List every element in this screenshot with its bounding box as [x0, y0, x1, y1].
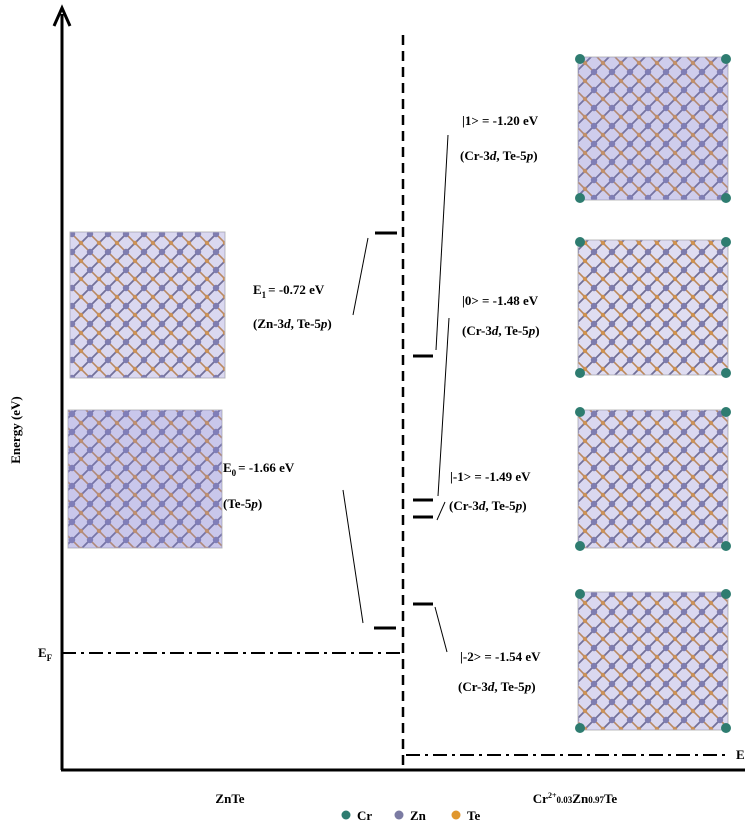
diagram: Energy (eV) EF E E1= -0.72 eV (Zn-3d, Te…	[0, 0, 745, 825]
orbital-label: (Cr-3d, Te-5p)	[460, 148, 538, 163]
text-part: )	[535, 323, 539, 338]
text-part: F	[47, 653, 53, 663]
level-label: |-1> = -1.49 eV	[450, 469, 531, 484]
orbital-label: (Te-5p)	[223, 496, 262, 511]
orbital-label: (Cr-3d, Te-5p)	[462, 323, 540, 338]
fermi-label: E	[736, 747, 745, 762]
level-label: |1> = -1.20 eV	[462, 113, 539, 128]
text-part: )	[258, 496, 262, 511]
text-part: 0.97	[588, 795, 604, 805]
orbital-density	[578, 410, 728, 548]
connector	[343, 490, 363, 623]
axis-label: Energy (eV)	[8, 396, 23, 464]
text-part: (Te-5	[223, 496, 252, 511]
system-label: Cr2+0.03Zn0.97Te	[533, 791, 618, 806]
text-part: )	[533, 148, 537, 163]
legend-swatch	[342, 811, 351, 820]
text-part: 0.03	[557, 795, 573, 805]
level-label: E1= -0.72 eV	[253, 282, 325, 300]
crystals	[68, 54, 731, 733]
text-part: Cr	[533, 791, 548, 806]
text-part: , Te-5	[494, 679, 525, 694]
text-part: 0	[232, 468, 237, 478]
connector	[437, 502, 445, 520]
text-part: = -1.66 eV	[238, 460, 295, 475]
orbital-density	[578, 592, 728, 730]
connector	[435, 607, 447, 652]
connector	[438, 318, 449, 496]
text-part: (Zn-3	[253, 316, 285, 331]
fermi-label: EF	[38, 645, 53, 663]
text-part: Te	[604, 791, 617, 806]
text-part: , Te-5	[496, 148, 527, 163]
orbital-label: (Cr-3d, Te-5p)	[449, 498, 527, 513]
legend: Cr Zn Te	[342, 808, 481, 823]
text-part: E	[253, 282, 262, 297]
text-part: E	[38, 645, 47, 660]
text-part: , Te-5	[498, 323, 529, 338]
text-part: 1	[262, 290, 267, 300]
legend-swatch	[395, 811, 404, 820]
orbital-label: (Zn-3d, Te-5p)	[253, 316, 332, 331]
text-part: E	[223, 460, 232, 475]
orbital-density	[70, 232, 225, 378]
level-label: E0= -1.66 eV	[223, 460, 295, 478]
connector	[436, 135, 448, 350]
connector	[353, 238, 368, 315]
text-part: = -0.72 eV	[268, 282, 325, 297]
legend-label: Cr	[357, 808, 372, 823]
text-part: (Cr-3	[458, 679, 488, 694]
text-part: (Cr-3	[462, 323, 492, 338]
legend-label: Zn	[410, 808, 427, 823]
system-label: ZnTe	[215, 791, 244, 806]
text-part: )	[327, 316, 331, 331]
text-part: )	[522, 498, 526, 513]
legend-label: Te	[467, 808, 480, 823]
text-part: Zn	[572, 791, 589, 806]
level-label: |0> = -1.48 eV	[462, 293, 539, 308]
legend-swatch	[452, 811, 461, 820]
orbital-density	[68, 410, 222, 548]
text-part: , Te-5	[291, 316, 322, 331]
orbital-label: (Cr-3d, Te-5p)	[458, 679, 536, 694]
levels	[343, 135, 449, 652]
level-label: |-2> = -1.54 eV	[460, 649, 541, 664]
orbital-density	[578, 240, 728, 375]
orbital-density	[578, 57, 728, 200]
text-part: , Te-5	[485, 498, 516, 513]
text-part: (Cr-3	[449, 498, 479, 513]
text-part: (Cr-3	[460, 148, 490, 163]
text-part: )	[531, 679, 535, 694]
